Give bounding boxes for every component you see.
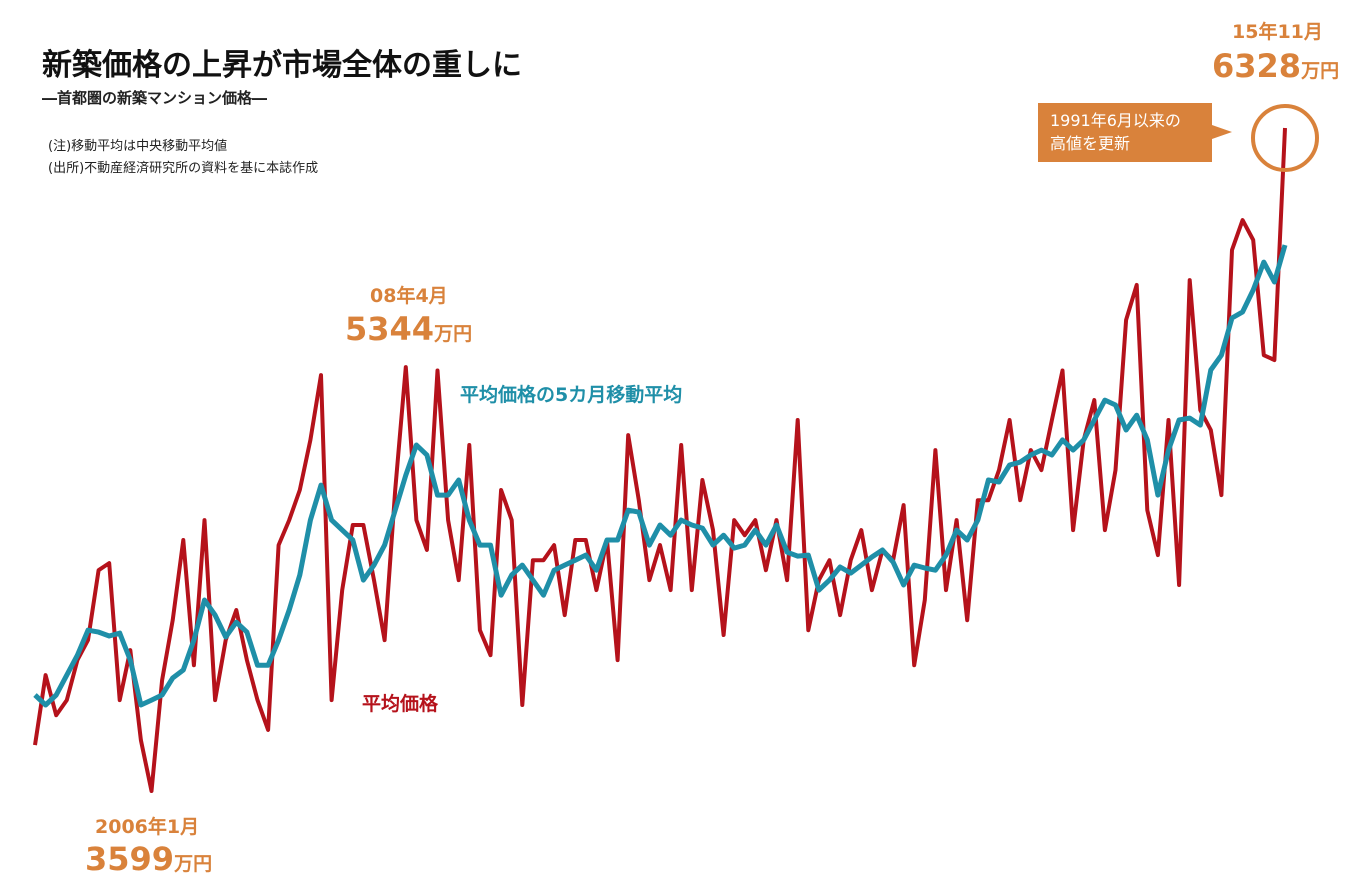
annotation-date: 2006年1月 [95, 815, 199, 838]
series-label: 平均価格 [362, 692, 439, 715]
callout-text: 1991年6月以来の [1050, 111, 1181, 130]
series-line [33, 127, 1287, 793]
annotation-unit: 万円 [1300, 60, 1339, 82]
chart-subtitle: ―首都圏の新築マンション価格― [42, 89, 267, 107]
note: (注)移動平均は中央移動平均値 [48, 138, 227, 154]
highlight-ring [1251, 104, 1319, 172]
annotation-unit: 万円 [433, 323, 472, 345]
annotation-value: 3599万円 [85, 840, 212, 878]
series-line [33, 244, 1288, 708]
annotation-date: 08年4月 [370, 284, 448, 307]
annotation-date: 15年11月 [1232, 20, 1323, 43]
series-label: 平均価格の5カ月移動平均 [460, 383, 682, 406]
annotation-unit: 万円 [173, 853, 212, 875]
annotation-number: 6328 [1212, 47, 1301, 85]
chart-title: 新築価格の上昇が市場全体の重しに [42, 48, 522, 83]
annotation-value: 5344万円 [345, 310, 472, 348]
callout-text: 高値を更新 [1050, 134, 1130, 153]
annotation-number: 5344 [345, 310, 434, 348]
annotation-number: 3599 [85, 840, 174, 878]
callout-box [1038, 103, 1232, 162]
note: (出所)不動産経済研究所の資料を基に本誌作成 [48, 160, 318, 176]
annotation-value: 6328万円 [1212, 47, 1339, 85]
